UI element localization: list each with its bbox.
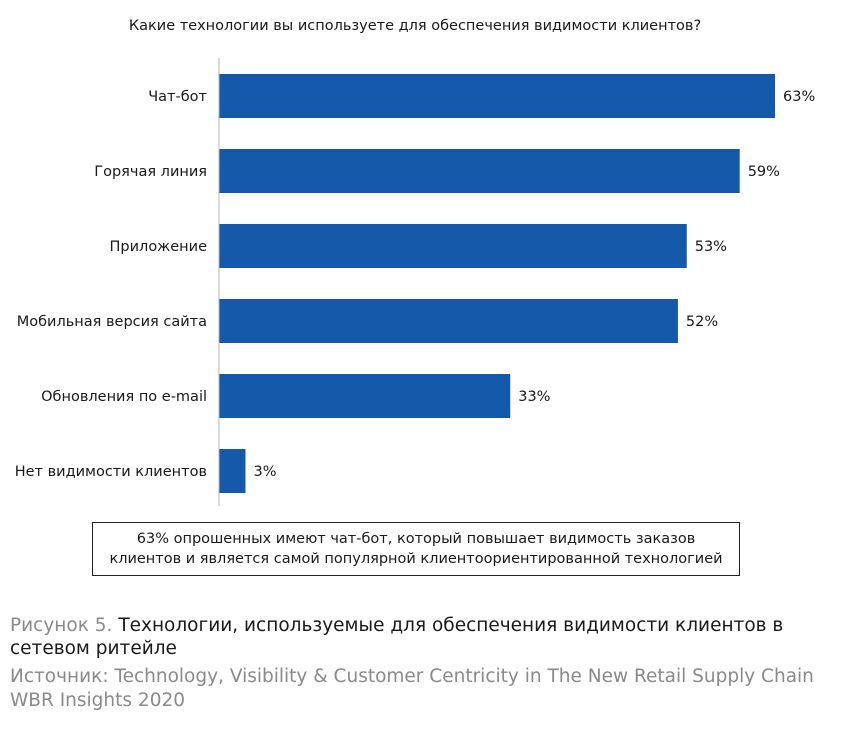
category-label-5: Обновления по e-mail <box>41 389 207 405</box>
highlight-note-text: 63% опрошенных имеют чат-бот, который по… <box>109 531 723 567</box>
category-label-1: Чат-бот <box>148 89 207 105</box>
category-label-6: Нет видимости клиентов <box>15 464 207 480</box>
value-label-6: 3% <box>253 464 276 480</box>
highlight-note: 63% опрошенных имеют чат-бот, который по… <box>92 522 740 576</box>
category-label-4: Мобильная версия сайта <box>17 314 207 330</box>
bar-1 <box>219 74 775 118</box>
bar-6 <box>219 449 246 493</box>
bar-2 <box>219 149 740 193</box>
figure-title: Технологии, используемые для обеспечения… <box>10 615 784 659</box>
category-label-3: Приложение <box>110 239 208 255</box>
value-label-4: 52% <box>686 314 718 330</box>
figure-number: Рисунок 5. <box>10 615 113 636</box>
value-label-3: 53% <box>695 239 727 255</box>
value-label-5: 33% <box>518 389 550 405</box>
value-label-1: 63% <box>783 89 815 105</box>
chart-title: Какие технологии вы используете для обес… <box>128 18 702 34</box>
figure-source: Источник: Technology, Visibility & Custo… <box>10 666 814 711</box>
bar-chart: Чат-бот 63% Горячая линия 59% Приложение 53% М… <box>15 58 815 506</box>
bar-5 <box>219 374 511 418</box>
category-label-2: Горячая линия <box>94 164 207 180</box>
value-label-2: 59% <box>748 164 780 180</box>
bar-4 <box>219 299 678 343</box>
bar-3 <box>219 224 687 268</box>
figure-caption: Рисунок 5. Технологии, используемые для … <box>10 614 850 660</box>
